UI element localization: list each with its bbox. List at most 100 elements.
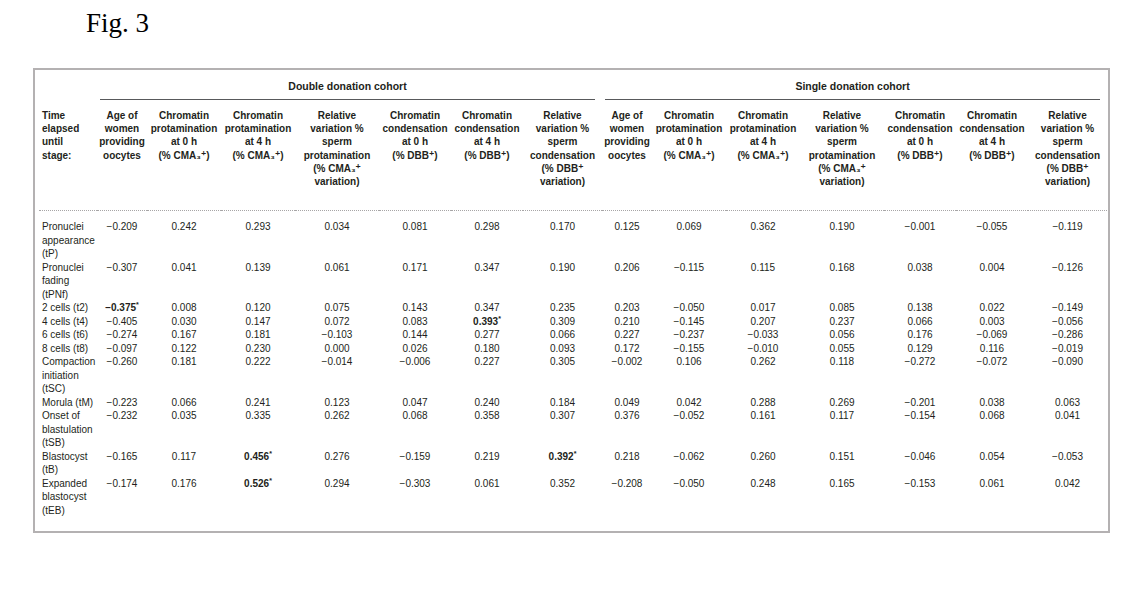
value-cell: 0.072 (295, 315, 379, 329)
cohort-header-double: Double donation cohort (97, 76, 602, 100)
value-cell: −0.155 (652, 342, 726, 356)
significance-marker: * (498, 314, 501, 321)
value-cell: 0.063 (1028, 396, 1107, 410)
value-cell: 0.054 (956, 450, 1028, 477)
value-cell: 0.139 (221, 261, 295, 302)
value-cell: 0.294 (295, 477, 379, 518)
value-cell: 0.309 (523, 315, 602, 329)
value-cell: 0.161 (726, 409, 800, 450)
value-cell: 0.358 (451, 409, 523, 450)
cohort-header-single-label: Single donation cohort (605, 80, 1100, 100)
value-cell: 0.038 (956, 396, 1028, 410)
value-cell: 0.288 (726, 396, 800, 410)
column-header: Age of women providing oocytes (602, 100, 652, 211)
value-cell: 0.180 (451, 342, 523, 356)
value-cell: −0.232 (97, 409, 147, 450)
value-cell: −0.208 (602, 477, 652, 518)
value-cell: 0.190 (800, 211, 884, 261)
value-cell: 0.376 (602, 409, 652, 450)
value-cell: 0.115 (726, 261, 800, 302)
column-header: Relative variation % sperm protamination… (295, 100, 379, 211)
value-cell: 0.061 (295, 261, 379, 302)
value-cell: −0.090 (1028, 355, 1107, 396)
column-header-row: Time elapsed until stage: Age of women p… (39, 100, 1107, 211)
value-cell: 0.230 (221, 342, 295, 356)
value-cell: 0.456* (221, 450, 295, 477)
value-cell: 0.066 (523, 328, 602, 342)
value-cell: −0.006 (379, 355, 451, 396)
figure-label: Fig. 3 (86, 8, 149, 39)
value-cell: 0.237 (800, 315, 884, 329)
value-cell: −0.052 (652, 409, 726, 450)
value-cell: 0.144 (379, 328, 451, 342)
value-cell: −0.046 (884, 450, 956, 477)
column-header: Chromatin protamination at 0 h (% CMA₃⁺) (652, 100, 726, 211)
value-cell: 0.125 (602, 211, 652, 261)
value-cell: 0.219 (451, 450, 523, 477)
value-cell: −0.274 (97, 328, 147, 342)
value-cell: 0.207 (726, 315, 800, 329)
value-cell: 0.293 (221, 211, 295, 261)
value-cell: −0.019 (1028, 342, 1107, 356)
value-cell: −0.149 (1028, 301, 1107, 315)
value-cell: 0.526* (221, 477, 295, 518)
value-cell: 0.093 (523, 342, 602, 356)
value-cell: 0.181 (221, 328, 295, 342)
value-cell: 0.083 (379, 315, 451, 329)
value-cell: 0.118 (800, 355, 884, 396)
value-cell: 0.022 (956, 301, 1028, 315)
cohort-header-single: Single donation cohort (602, 76, 1107, 100)
value-cell: 0.008 (147, 301, 221, 315)
value-cell: −0.097 (97, 342, 147, 356)
value-cell: 0.151 (800, 450, 884, 477)
value-cell: 0.181 (147, 355, 221, 396)
column-header: Chromatin protamination at 4 h (% CMA₃⁺) (726, 100, 800, 211)
value-cell: 0.298 (451, 211, 523, 261)
value-cell: 0.034 (295, 211, 379, 261)
value-cell: 0.117 (147, 450, 221, 477)
value-cell: 0.030 (147, 315, 221, 329)
value-cell: 0.392* (523, 450, 602, 477)
table-row: Morula (tM)−0.2230.0660.2410.1230.0470.2… (39, 396, 1107, 410)
significance-marker: * (269, 449, 272, 456)
table-row: Pronuclei fading (tPNf)−0.3070.0410.1390… (39, 261, 1107, 302)
value-cell: 0.117 (800, 409, 884, 450)
value-cell: 0.147 (221, 315, 295, 329)
value-cell: 0.176 (147, 477, 221, 518)
value-cell: −0.272 (884, 355, 956, 396)
value-cell: 0.347 (451, 301, 523, 315)
value-cell: −0.056 (1028, 315, 1107, 329)
value-cell: 0.203 (602, 301, 652, 315)
row-label: 8 cells (t8) (39, 342, 97, 356)
table-row: 4 cells (t4)−0.4050.0300.1470.0720.0830.… (39, 315, 1107, 329)
value-cell: 0.172 (602, 342, 652, 356)
value-cell: 0.085 (800, 301, 884, 315)
value-cell: −0.405 (97, 315, 147, 329)
value-cell: −0.050 (652, 301, 726, 315)
value-cell: −0.303 (379, 477, 451, 518)
value-cell: 0.035 (147, 409, 221, 450)
value-cell: −0.050 (652, 477, 726, 518)
value-cell: 0.227 (451, 355, 523, 396)
column-header: Chromatin condensation at 4 h (% DBB⁺) (451, 100, 523, 211)
value-cell: 0.047 (379, 396, 451, 410)
value-cell: 0.106 (652, 355, 726, 396)
value-cell: 0.307 (523, 409, 602, 450)
value-cell: 0.242 (147, 211, 221, 261)
value-cell: 0.041 (147, 261, 221, 302)
column-header: Relative variation % sperm protamination… (800, 100, 884, 211)
value-cell: 0.206 (602, 261, 652, 302)
value-cell: −0.115 (652, 261, 726, 302)
value-cell: −0.069 (956, 328, 1028, 342)
row-header-title: Time elapsed until stage: (39, 100, 97, 211)
value-cell: 0.210 (602, 315, 652, 329)
value-cell: 0.120 (221, 301, 295, 315)
value-cell: 0.049 (602, 396, 652, 410)
value-cell: 0.190 (523, 261, 602, 302)
value-cell: 0.170 (523, 211, 602, 261)
value-cell: 0.235 (523, 301, 602, 315)
column-header: Relative variation % sperm condensation … (523, 100, 602, 211)
value-cell: −0.055 (956, 211, 1028, 261)
value-cell: −0.119 (1028, 211, 1107, 261)
value-cell: −0.033 (726, 328, 800, 342)
